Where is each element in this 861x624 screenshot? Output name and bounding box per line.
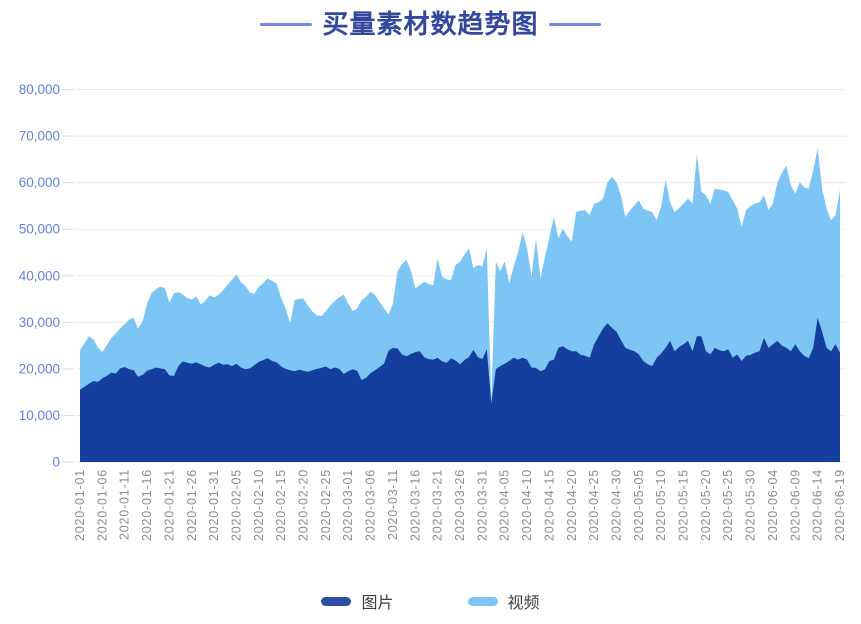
svg-text:2020-02-10: 2020-02-10: [252, 469, 266, 541]
svg-text:2020-05-30: 2020-05-30: [744, 469, 758, 541]
x-axis-labels: 2020-01-01 2020-01-06 2020-01-11 2020-01-16…: [73, 469, 847, 541]
y-axis-labels: 0 10,000 20,000 30,000 40,000 50,000 60,000 70,…: [19, 82, 60, 470]
chart-header: 买量素材数趋势图: [0, 6, 861, 42]
svg-text:40,000: 40,000: [19, 268, 60, 283]
svg-text:80,000: 80,000: [19, 82, 60, 97]
legend-swatch-videos: [467, 596, 498, 606]
legend-swatch-images: [321, 596, 352, 606]
legend-label-videos: 视频: [507, 595, 540, 612]
svg-text:2020-04-20: 2020-04-20: [565, 469, 579, 541]
svg-text:2020-06-09: 2020-06-09: [788, 469, 802, 541]
svg-text:2020-03-06: 2020-03-06: [364, 469, 378, 541]
svg-text:2020-02-15: 2020-02-15: [274, 469, 288, 541]
svg-text:2020-03-26: 2020-03-26: [453, 469, 467, 541]
svg-text:2020-03-31: 2020-03-31: [475, 469, 489, 541]
svg-text:2020-04-05: 2020-04-05: [498, 469, 512, 541]
svg-text:2020-01-21: 2020-01-21: [162, 469, 176, 541]
svg-text:2020-05-05: 2020-05-05: [632, 469, 646, 541]
svg-text:2020-04-10: 2020-04-10: [520, 469, 534, 541]
chart-legend: 图片 视频: [0, 590, 861, 612]
svg-text:2020-06-14: 2020-06-14: [811, 469, 825, 541]
title-dash-right: [548, 22, 601, 26]
svg-text:2020-06-19: 2020-06-19: [833, 469, 847, 541]
svg-text:30,000: 30,000: [19, 315, 60, 330]
svg-text:2020-01-26: 2020-01-26: [185, 469, 199, 541]
legend-label-images: 图片: [361, 595, 394, 612]
svg-text:2020-03-01: 2020-03-01: [341, 469, 355, 541]
svg-text:2020-03-21: 2020-03-21: [431, 469, 445, 541]
series-area-images: [80, 317, 840, 462]
svg-text:2020-03-11: 2020-03-11: [386, 469, 400, 540]
svg-text:2020-04-30: 2020-04-30: [610, 469, 624, 541]
svg-text:70,000: 70,000: [19, 129, 60, 144]
svg-text:2020-05-15: 2020-05-15: [677, 469, 691, 541]
svg-text:2020-01-16: 2020-01-16: [140, 469, 154, 541]
svg-text:50,000: 50,000: [19, 222, 60, 237]
svg-text:60,000: 60,000: [19, 175, 60, 190]
svg-text:20,000: 20,000: [19, 361, 60, 376]
legend-item-videos[interactable]: 视频: [467, 589, 540, 613]
svg-text:2020-01-06: 2020-01-06: [95, 469, 109, 541]
svg-text:2020-05-25: 2020-05-25: [721, 469, 735, 541]
page-title: 买量素材数趋势图: [322, 9, 539, 39]
svg-text:2020-04-15: 2020-04-15: [542, 469, 556, 541]
title-dash-left: [260, 22, 313, 26]
svg-text:2020-02-20: 2020-02-20: [297, 469, 311, 541]
svg-text:2020-01-01: 2020-01-01: [73, 469, 87, 541]
svg-text:2020-03-16: 2020-03-16: [408, 469, 422, 541]
svg-text:2020-01-31: 2020-01-31: [207, 469, 221, 541]
svg-text:2020-04-25: 2020-04-25: [587, 469, 601, 541]
svg-text:2020-01-11: 2020-01-11: [118, 469, 132, 540]
svg-text:2020-05-20: 2020-05-20: [699, 469, 713, 541]
svg-text:2020-02-05: 2020-02-05: [230, 469, 244, 541]
svg-text:0: 0: [52, 455, 60, 470]
svg-text:2020-02-25: 2020-02-25: [319, 469, 333, 541]
svg-text:10,000: 10,000: [19, 408, 60, 423]
legend-item-images[interactable]: 图片: [321, 589, 394, 613]
svg-text:2020-05-10: 2020-05-10: [654, 469, 668, 541]
svg-text:2020-06-04: 2020-06-04: [766, 469, 780, 541]
